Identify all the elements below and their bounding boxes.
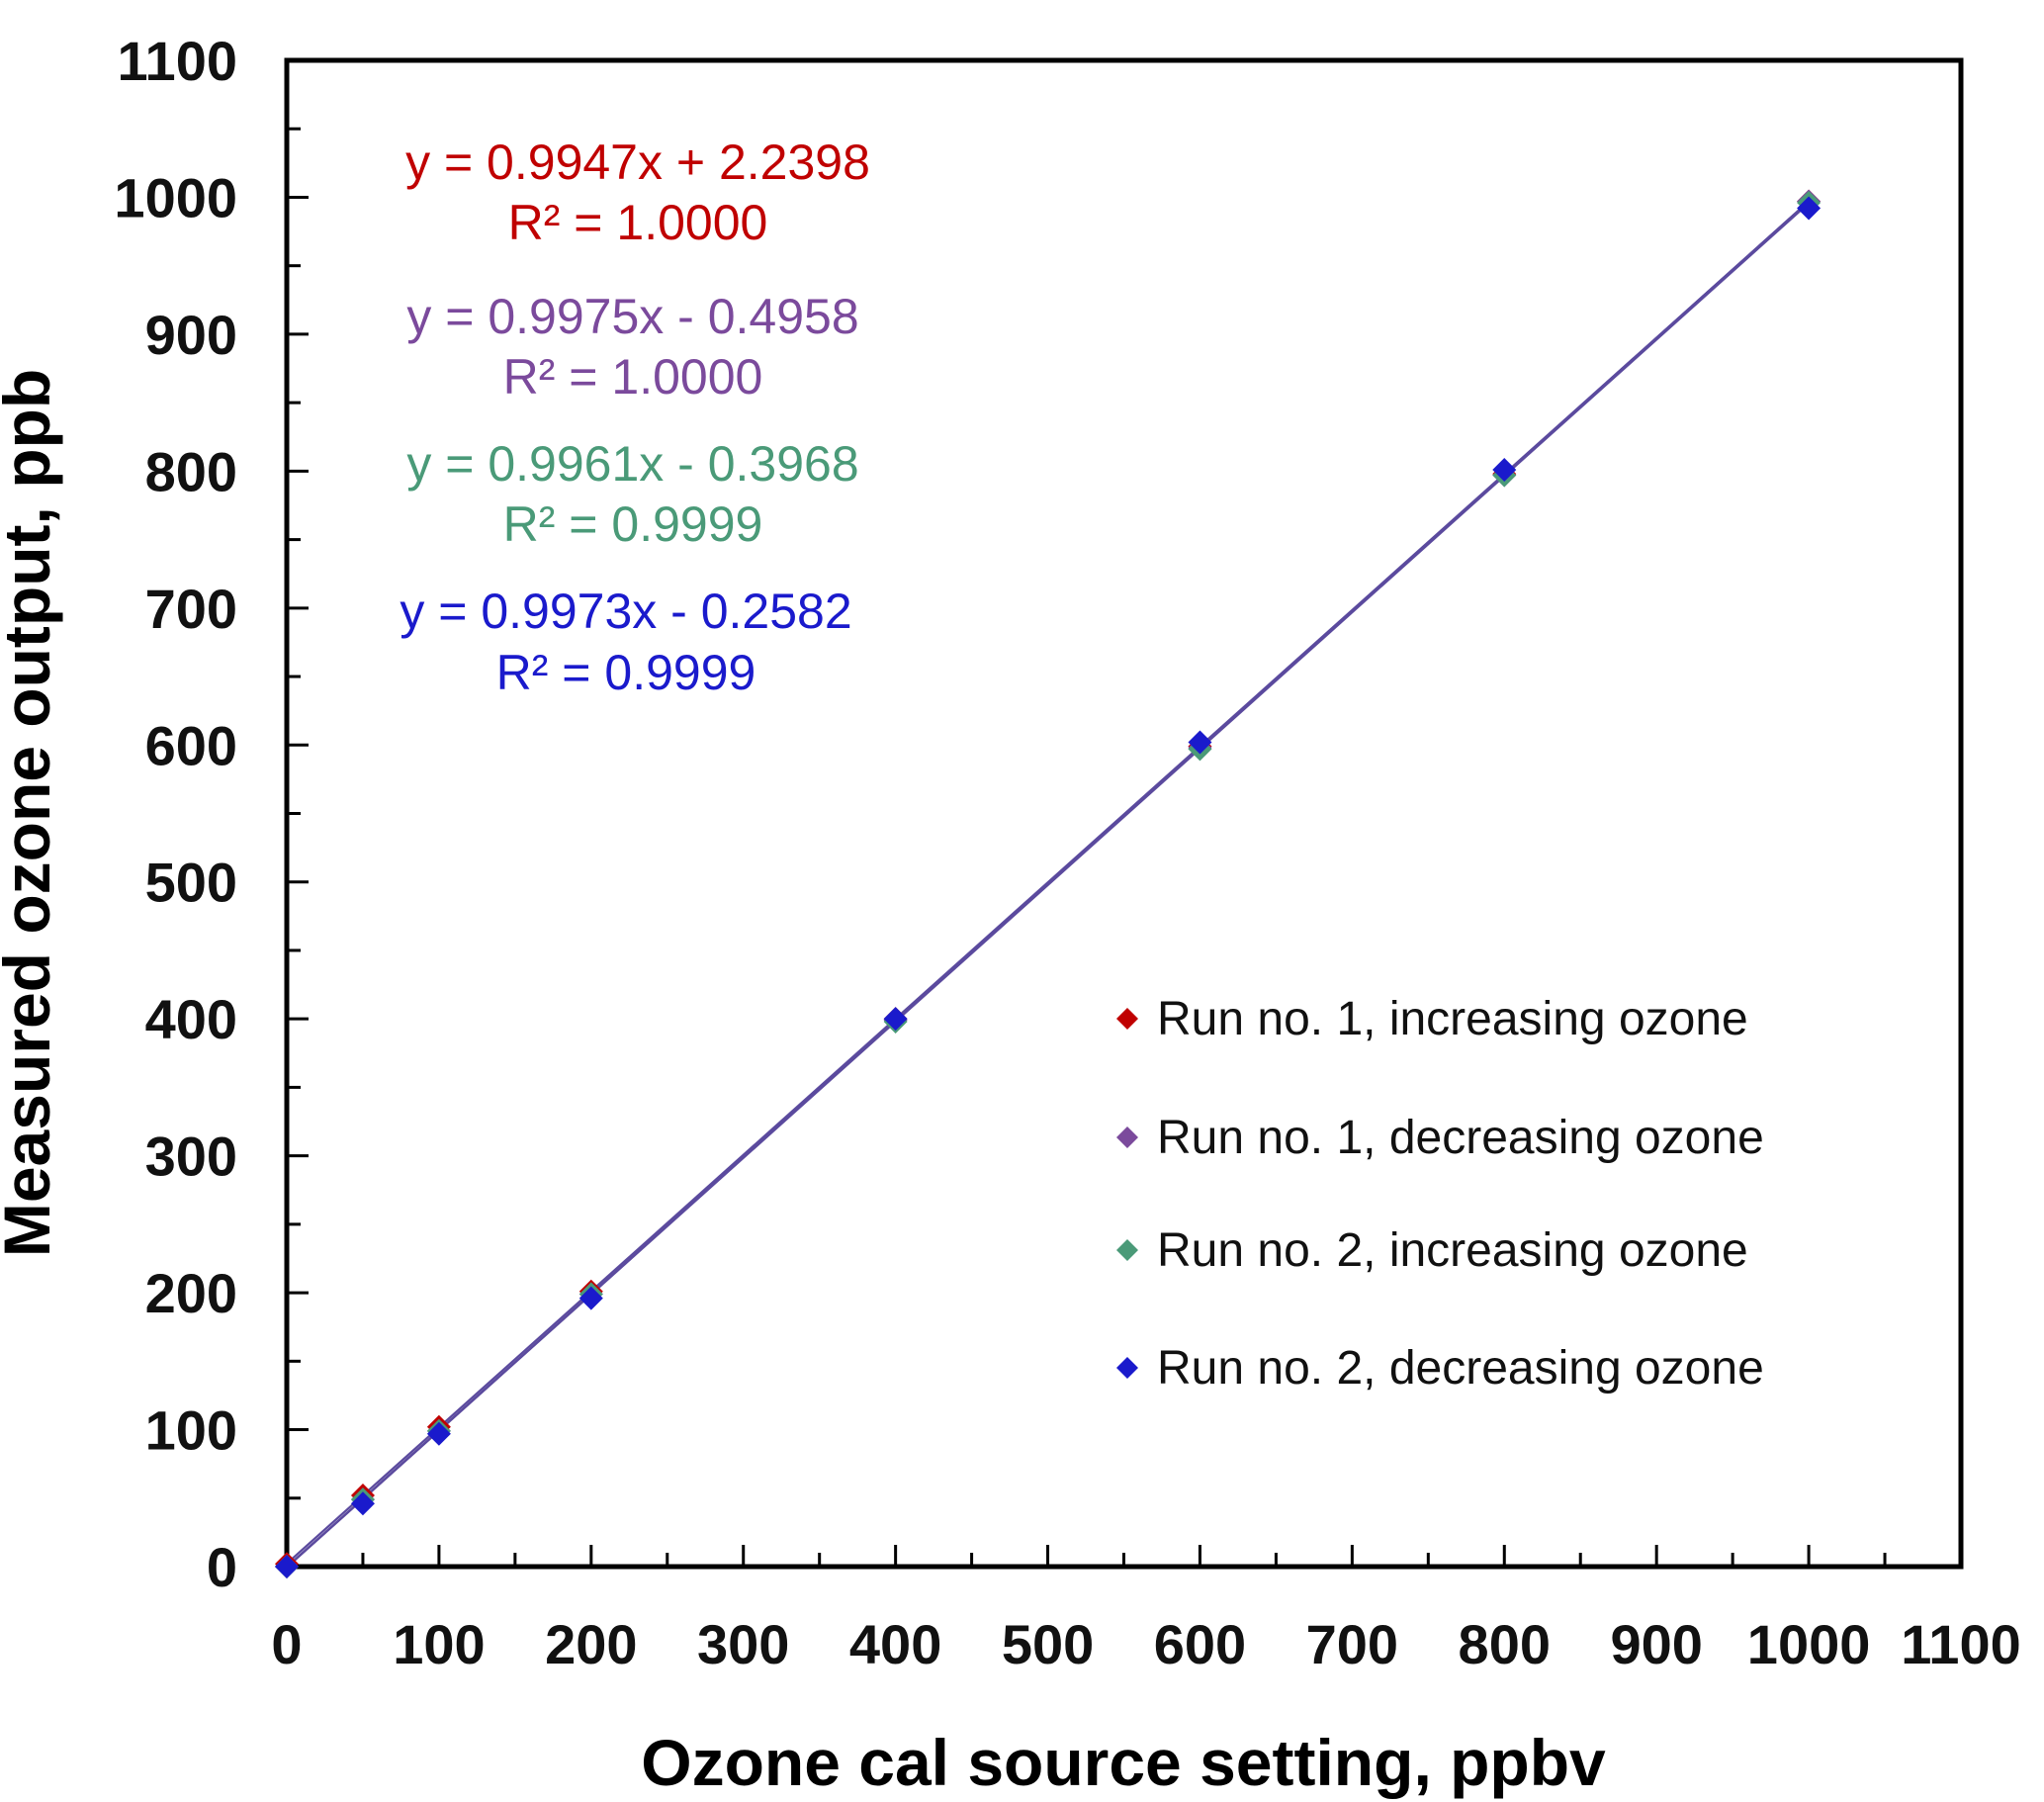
equation-label: y = 0.9961x - 0.3968 bbox=[406, 436, 858, 492]
x-tick-label: 500 bbox=[1002, 1613, 1094, 1675]
x-tick-label: 700 bbox=[1306, 1613, 1398, 1675]
x-tick-label: 300 bbox=[697, 1613, 789, 1675]
axis-ticks bbox=[285, 58, 1963, 1569]
y-tick-label: 900 bbox=[145, 304, 237, 366]
x-tick-label: 1000 bbox=[1747, 1613, 1871, 1675]
r-squared-label: R² = 0.9999 bbox=[503, 496, 763, 552]
trendline bbox=[286, 200, 1810, 1569]
y-tick-label: 1000 bbox=[114, 166, 237, 228]
y-tick-label: 700 bbox=[145, 578, 237, 640]
trendlines bbox=[286, 200, 1810, 1569]
data-point bbox=[1797, 196, 1822, 221]
equation-label: y = 0.9947x + 2.2398 bbox=[405, 135, 870, 190]
x-tick-label: 0 bbox=[271, 1613, 302, 1675]
y-tick-label: 600 bbox=[145, 714, 237, 776]
x-tick-label: 800 bbox=[1459, 1613, 1551, 1675]
equation-label: y = 0.9973x - 0.2582 bbox=[400, 584, 851, 639]
data-point bbox=[883, 1007, 908, 1032]
legend-label: Run no. 1, decreasing ozone bbox=[1157, 1112, 1764, 1164]
r-squared-label: R² = 1.0000 bbox=[508, 195, 768, 250]
legend-label: Run no. 2, decreasing ozone bbox=[1157, 1342, 1764, 1395]
y-tick-label: 0 bbox=[207, 1536, 237, 1598]
x-tick-label: 600 bbox=[1154, 1613, 1246, 1675]
legend-marker bbox=[1116, 1239, 1138, 1261]
y-tick-label: 100 bbox=[145, 1399, 237, 1462]
y-tick-label: 200 bbox=[145, 1262, 237, 1324]
x-axis-title: Ozone cal source setting, ppbv bbox=[641, 1726, 1606, 1799]
y-tick-label: 400 bbox=[145, 988, 237, 1050]
x-tick-label: 1100 bbox=[1901, 1613, 2021, 1675]
x-tick-label: 100 bbox=[393, 1613, 485, 1675]
y-tick-label: 500 bbox=[145, 852, 237, 914]
r-squared-label: R² = 1.0000 bbox=[503, 349, 763, 405]
data-point bbox=[350, 1491, 375, 1516]
data-points bbox=[275, 189, 1822, 1578]
legend-marker bbox=[1116, 1357, 1138, 1379]
legend-marker bbox=[1116, 1008, 1138, 1030]
data-point bbox=[578, 1286, 603, 1310]
equation-label: y = 0.9975x - 0.4958 bbox=[406, 289, 858, 344]
legend-marker bbox=[1116, 1126, 1138, 1148]
x-tick-label: 900 bbox=[1610, 1613, 1702, 1675]
data-point bbox=[426, 1421, 451, 1446]
y-tick-label: 300 bbox=[145, 1126, 237, 1188]
legend-label: Run no. 2, increasing ozone bbox=[1157, 1224, 1748, 1277]
data-point bbox=[275, 1555, 299, 1578]
r-squared-label: R² = 0.9999 bbox=[496, 645, 756, 700]
legend: Run no. 1, increasing ozone Run no. 1, de… bbox=[1116, 993, 1764, 1395]
data-point bbox=[1492, 457, 1517, 482]
y-tick-labels: 0 100 200 300 400 500 600 700 800 900 1000 1100 bbox=[114, 30, 237, 1598]
x-tick-label: 400 bbox=[849, 1613, 941, 1675]
legend-label: Run no. 1, increasing ozone bbox=[1157, 993, 1748, 1045]
data-point bbox=[1188, 730, 1212, 755]
x-tick-label: 200 bbox=[545, 1613, 637, 1675]
y-tick-label: 800 bbox=[145, 440, 237, 502]
y-tick-label: 1100 bbox=[118, 30, 238, 92]
x-tick-labels: 0 100 200 300 400 500 600 700 800 900 1000 1100 bbox=[271, 1613, 2020, 1675]
y-axis-title: Measured ozone output, ppb bbox=[0, 369, 63, 1257]
